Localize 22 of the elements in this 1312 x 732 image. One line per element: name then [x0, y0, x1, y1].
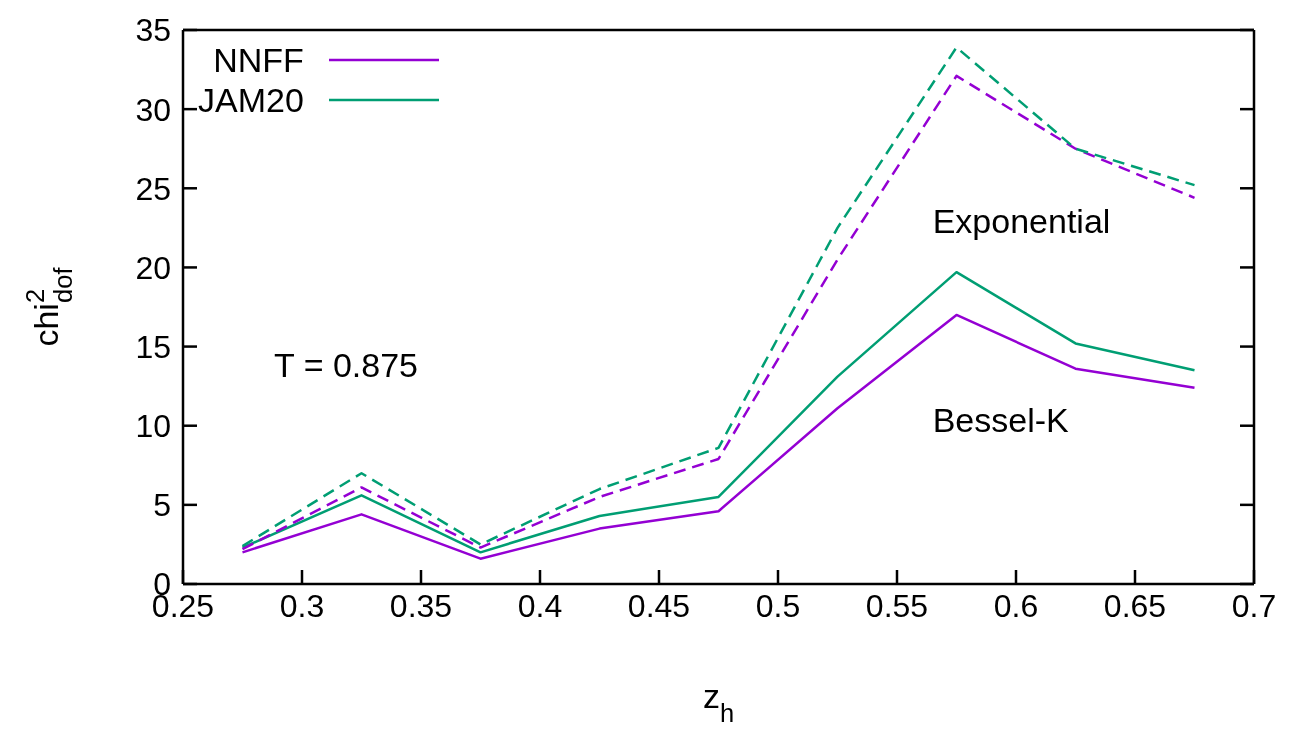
- y-tick-label: 15: [135, 328, 171, 365]
- x-tick-label: 0.4: [517, 587, 563, 624]
- legend-label: JAM20: [198, 80, 304, 120]
- annotation: T = 0.875: [274, 345, 419, 385]
- y-tick-label: 35: [135, 12, 171, 49]
- y-tick-label: 20: [135, 249, 171, 286]
- x-tick-label: 0.35: [389, 587, 453, 624]
- x-axis-title: z$_{h}$: [702, 677, 735, 727]
- legend-label: NNFF: [213, 40, 304, 80]
- x-tick-label: 0.65: [1103, 587, 1167, 624]
- x-tick-label: 0.45: [627, 587, 691, 624]
- x-tick-label: 0.5: [755, 587, 801, 624]
- x-tick-label: 0.55: [865, 587, 929, 624]
- y-tick-label: 5: [153, 487, 171, 524]
- annotation: Bessel-K: [932, 401, 1069, 441]
- x-tick-label: 0.3: [279, 587, 325, 624]
- y-tick-label: 30: [135, 91, 171, 128]
- y-tick-label: 10: [135, 408, 171, 445]
- x-tick-label: 0.7: [1231, 587, 1277, 624]
- y-tick-label: 25: [135, 170, 171, 207]
- annotation: Exponential: [932, 201, 1111, 241]
- x-tick-label: 0.6: [993, 587, 1039, 624]
